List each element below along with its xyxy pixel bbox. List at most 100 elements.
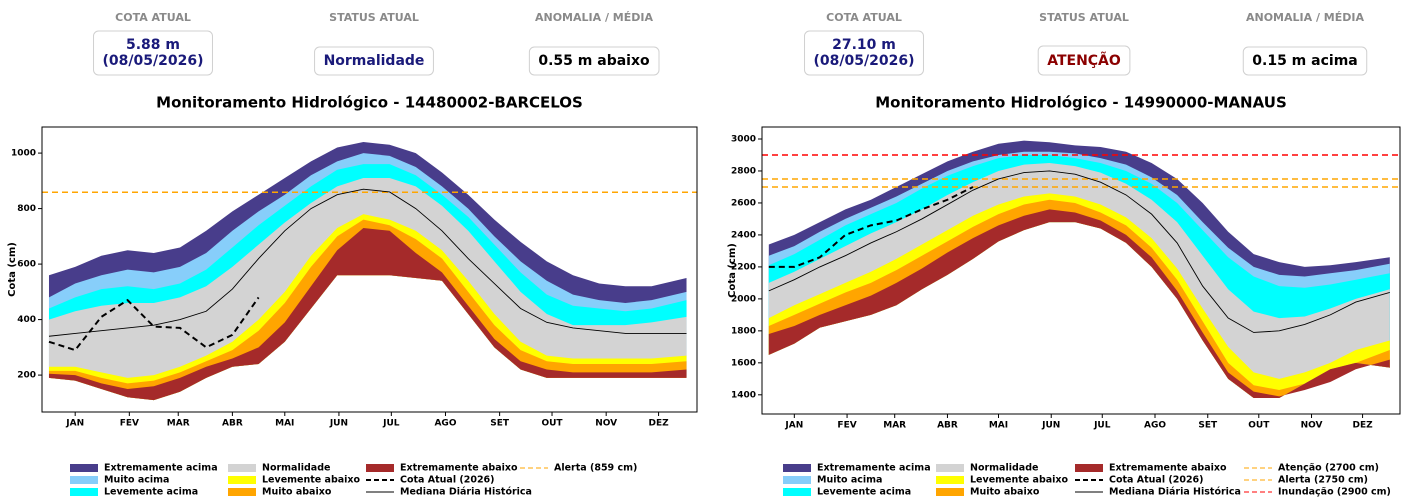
- x-tick-label: SET: [1198, 421, 1218, 431]
- x-tick-label: ABR: [222, 419, 243, 429]
- y-tick-label: 2600: [731, 198, 756, 208]
- card-value: 0.55 m abaixo: [538, 53, 650, 69]
- legend-label: Muito abaixo: [970, 487, 1040, 498]
- card-value: Normalidade: [324, 53, 425, 69]
- y-axis-label: Cota (cm): [7, 242, 18, 297]
- card-label: ANOMALIA / MÉDIA: [535, 11, 654, 24]
- x-tick-label: MAI: [989, 421, 1008, 431]
- legend-label: Muito acima: [104, 475, 169, 486]
- series-line: [48, 188, 687, 337]
- card: [93, 30, 213, 76]
- x-tick-label: SET: [490, 419, 510, 429]
- y-tick-label: 200: [17, 371, 36, 381]
- plot-frame: [41, 126, 698, 413]
- legend-swatch: [783, 488, 811, 496]
- legend-label: Extremamente acima: [104, 463, 218, 474]
- y-tick-label: 1000: [11, 149, 36, 159]
- plot-area: [42, 141, 697, 401]
- y-tick-label: 2200: [731, 262, 756, 272]
- panel: COTA ATUAL 5.88 m(08/05/2026) STATUS ATUAL…: [7, 11, 698, 498]
- card-value: ATENÇÃO: [1047, 52, 1121, 69]
- x-tick-label: JUN: [329, 419, 348, 429]
- card-value: 5.88 m: [126, 37, 180, 53]
- legend-label: Cota Atual (2026): [400, 475, 495, 486]
- card-value: (08/05/2026): [814, 53, 915, 69]
- x-tick-label: NOV: [595, 419, 617, 429]
- card: [528, 46, 660, 76]
- x-tick-label: JUL: [1093, 421, 1111, 431]
- y-tick-label: 3000: [731, 134, 756, 144]
- legend-swatch: [70, 464, 98, 472]
- legend-swatch: [936, 488, 964, 496]
- series-line: [48, 296, 260, 352]
- legend-swatch: [783, 464, 811, 472]
- legend-label: Inundação (2900 cm): [1278, 487, 1391, 498]
- card-label: COTA ATUAL: [826, 11, 902, 24]
- legend-label: Normalidade: [970, 463, 1038, 474]
- series-line: [768, 186, 974, 268]
- legend-label: Levemente abaixo: [262, 475, 361, 486]
- x-tick-label: MAR: [167, 419, 190, 429]
- legend-label: Atenção (2700 cm): [1278, 463, 1379, 474]
- y-axis-label: Cota (cm): [727, 243, 738, 298]
- band-area: [768, 162, 1390, 399]
- card-label: ANOMALIA / MÉDIA: [1246, 11, 1365, 24]
- legend-label: Extremamente acima: [817, 463, 931, 474]
- y-tick-label: 1800: [731, 326, 756, 336]
- x-tick-label: OUT: [541, 419, 563, 429]
- legend-swatch: [70, 488, 98, 496]
- legend-label: Levemente acima: [817, 487, 911, 498]
- legend-label: Alerta (2750 cm): [1278, 475, 1368, 486]
- legend-label: Normalidade: [262, 463, 330, 474]
- y-tick-label: 2000: [731, 294, 756, 304]
- legend-label: Extremamente abaixo: [400, 463, 518, 474]
- x-tick-label: JAN: [65, 419, 84, 429]
- x-tick-label: JUL: [382, 419, 400, 429]
- y-tick-label: 400: [17, 315, 36, 325]
- x-tick-label: FEV: [120, 419, 139, 429]
- chart-title: Monitoramento Hidrológico - 14990000-MAN…: [875, 94, 1287, 112]
- card: [1037, 45, 1131, 76]
- y-tick-label: 1400: [731, 390, 756, 400]
- plot-area: [762, 140, 1400, 399]
- legend-label: Extremamente abaixo: [1109, 463, 1227, 474]
- legend-swatch: [936, 464, 964, 472]
- card: [804, 30, 924, 76]
- card-label: COTA ATUAL: [115, 11, 191, 24]
- legend-label: Levemente abaixo: [970, 475, 1069, 486]
- card-label: STATUS ATUAL: [1039, 11, 1129, 24]
- legend-swatch: [228, 476, 256, 484]
- x-tick-label: DEZ: [648, 419, 669, 429]
- x-tick-label: JUN: [1041, 421, 1060, 431]
- band-area: [48, 219, 687, 401]
- legend-label: Mediana Diária Histórica: [400, 487, 532, 498]
- card: [314, 46, 434, 76]
- legend-label: Muito acima: [817, 475, 882, 486]
- x-tick-label: MAR: [883, 421, 906, 431]
- band-area: [768, 209, 1390, 399]
- plot-frame: [761, 126, 1401, 415]
- legend-swatch: [1075, 464, 1103, 472]
- legend-swatch: [228, 464, 256, 472]
- legend-swatch: [936, 476, 964, 484]
- band-area: [768, 193, 1390, 399]
- x-tick-label: DEZ: [1352, 421, 1373, 431]
- x-tick-label: MAI: [275, 419, 294, 429]
- x-tick-label: OUT: [1248, 421, 1270, 431]
- legend-swatch: [228, 488, 256, 496]
- x-tick-label: NOV: [1301, 421, 1323, 431]
- chart-title: Monitoramento Hidrológico - 14480002-BAR…: [156, 94, 583, 112]
- x-tick-label: FEV: [837, 421, 856, 431]
- legend-label: Muito abaixo: [262, 487, 332, 498]
- band-area: [48, 178, 687, 401]
- card: [1242, 46, 1368, 76]
- x-tick-label: ABR: [937, 421, 958, 431]
- card-value: 0.15 m acima: [1252, 53, 1357, 69]
- panel: COTA ATUAL 27.10 m(08/05/2026) STATUS ATUA…: [727, 11, 1401, 498]
- card-value: 27.10 m: [832, 37, 896, 53]
- band-area: [48, 228, 687, 401]
- y-tick-label: 2800: [731, 166, 756, 176]
- legend-swatch: [70, 476, 98, 484]
